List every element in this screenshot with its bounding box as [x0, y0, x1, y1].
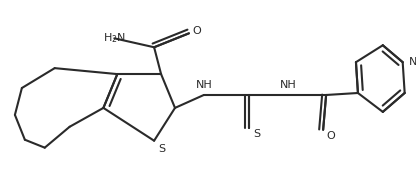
Text: NH: NH	[280, 80, 297, 90]
Text: N: N	[409, 57, 416, 67]
Text: H$_2$N: H$_2$N	[103, 31, 126, 45]
Text: S: S	[158, 144, 166, 154]
Text: NH: NH	[196, 80, 212, 90]
Text: O: O	[327, 131, 335, 141]
Text: O: O	[193, 26, 201, 36]
Text: S: S	[253, 129, 260, 139]
